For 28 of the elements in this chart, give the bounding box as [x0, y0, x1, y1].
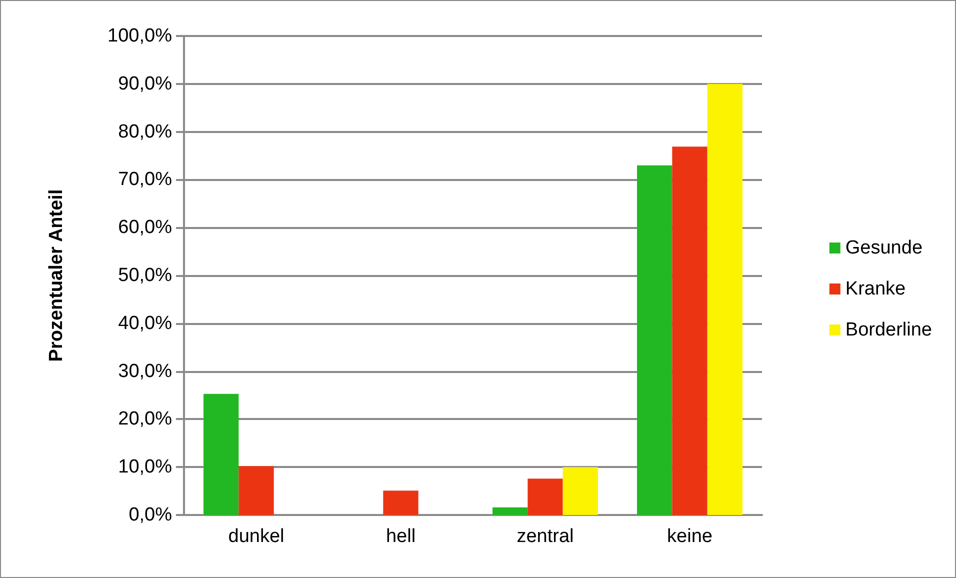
bar — [562, 467, 598, 515]
bar — [238, 466, 274, 515]
legend-label: Borderline — [845, 320, 932, 340]
bar — [672, 146, 708, 515]
y-tick-label: 90,0% — [118, 73, 172, 94]
x-tick-label: hell — [386, 526, 416, 547]
bar — [492, 507, 528, 515]
bar — [383, 490, 418, 515]
y-tick-label: 80,0% — [118, 121, 172, 142]
y-axis-title: Prozentualer Anteil — [46, 189, 67, 362]
y-tick-label: 40,0% — [118, 312, 172, 334]
x-tick-label: keine — [667, 526, 712, 547]
x-tick-label: dunkel — [228, 526, 284, 547]
y-tick-label: 60,0% — [118, 217, 172, 238]
y-tick-label: 50,0% — [118, 265, 172, 286]
legend-label: Kranke — [845, 278, 906, 300]
y-tick-label: 0,0% — [128, 504, 172, 526]
bar — [707, 84, 742, 515]
x-tick-label: zentral — [516, 526, 574, 547]
bar — [637, 165, 672, 515]
bar — [528, 478, 563, 515]
legend-label: Gesunde — [845, 238, 923, 258]
y-tick-label: 100,0% — [108, 26, 172, 46]
bar — [204, 394, 239, 515]
y-tick-label: 30,0% — [118, 360, 172, 382]
y-tick-label: 10,0% — [118, 456, 172, 478]
y-tick-label: 20,0% — [118, 408, 172, 430]
y-tick-label: 70,0% — [118, 169, 172, 190]
